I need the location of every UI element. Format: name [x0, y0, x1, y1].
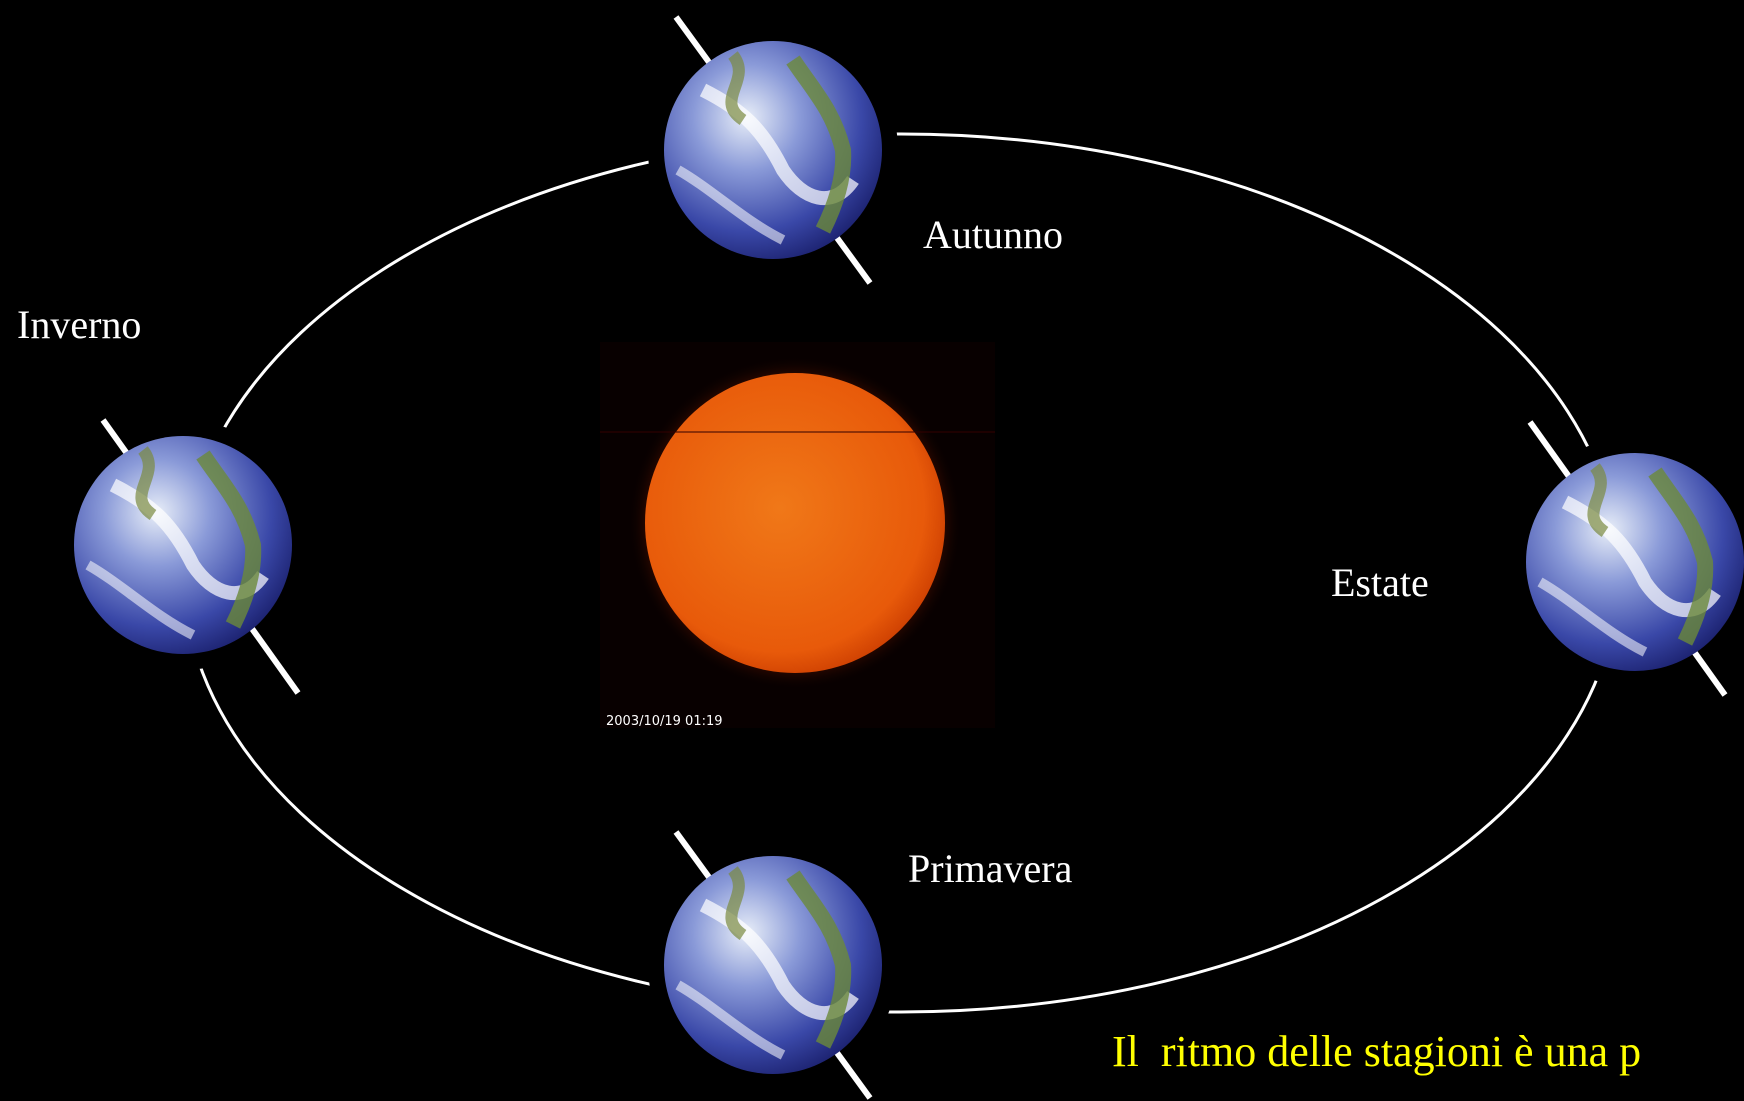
- sun-timestamp: 2003/10/19 01:19: [606, 714, 723, 729]
- label-estate: Estate: [1331, 560, 1429, 605]
- earth-top: [648, 17, 898, 283]
- label-autunno: Autunno: [923, 212, 1063, 257]
- label-inverno: Inverno: [17, 302, 141, 347]
- earth-right: [1510, 422, 1744, 695]
- sun: [645, 373, 945, 673]
- label-primavera: Primavera: [908, 846, 1073, 891]
- earth-bottom: [648, 832, 898, 1098]
- earth-left: [58, 420, 308, 693]
- diagram: 2003/10/19 01:19 Autunno Inverno Estate …: [0, 0, 1744, 1101]
- page: 2003/10/19 01:19 Autunno Inverno Estate …: [0, 0, 1744, 1101]
- caption: Il ritmo delle stagioni è una p: [1112, 1027, 1641, 1076]
